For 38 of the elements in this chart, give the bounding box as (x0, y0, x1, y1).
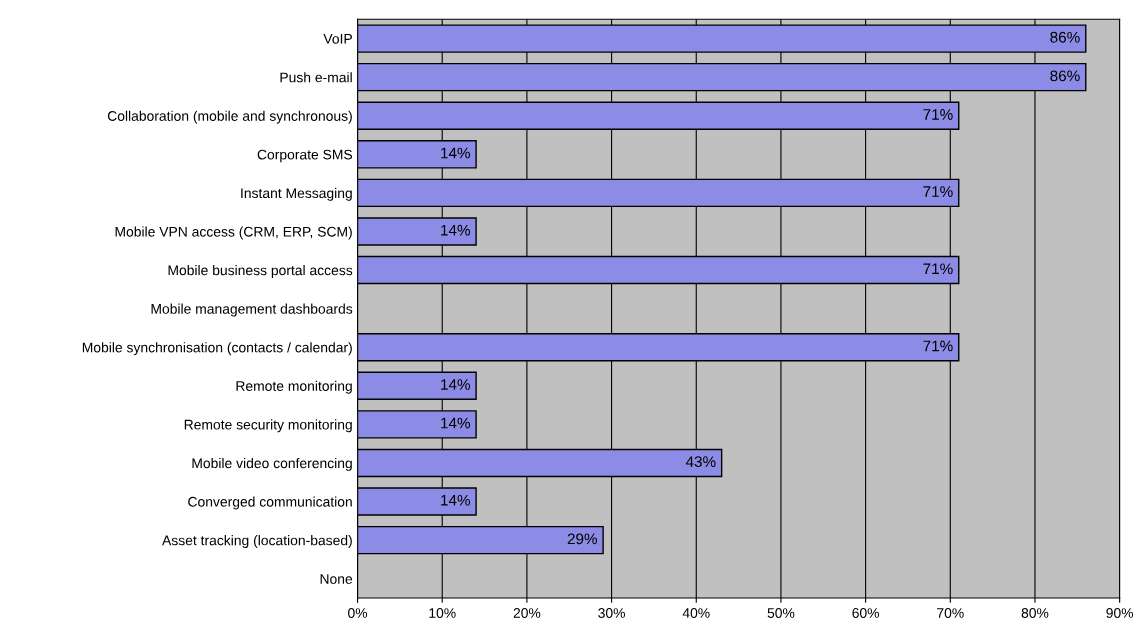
x-tick-label: 10% (429, 608, 456, 618)
y-tick-label: Mobile business portal access (168, 265, 353, 278)
data-label: 71% (923, 186, 953, 197)
y-tick-label: Push e-mail (280, 72, 352, 83)
y-tick-label: Mobile video conferencing (192, 457, 352, 471)
x-tick-label: 70% (937, 608, 964, 618)
y-tick-label: Asset tracking (location-based) (162, 535, 352, 549)
y-tick-label: Collaboration (mobile and synchronous) (107, 110, 352, 124)
y-tick-label: Instant Messaging (241, 187, 352, 201)
data-label: 14% (441, 224, 471, 236)
y-tick-label: Corporate SMS (257, 149, 353, 163)
data-label: 71% (923, 340, 953, 352)
x-tick-label: 30% (598, 608, 625, 618)
data-label: 71% (923, 263, 953, 275)
data-label: 43% (685, 456, 716, 468)
x-tick-label: 80% (1021, 608, 1049, 618)
y-tick-label: VoIP (323, 34, 352, 44)
x-tick-label: 0% (348, 608, 368, 618)
data-label: 86% (1050, 70, 1080, 82)
data-label: 71% (923, 109, 953, 120)
y-tick-label: Mobile synchronisation (contacts / calendar) (82, 342, 352, 356)
data-label: 14% (441, 494, 471, 506)
x-tick-label: 90% (1106, 608, 1134, 618)
data-label: 14% (441, 417, 471, 429)
data-label: 14% (441, 379, 471, 390)
y-tick-label: Converged communication (188, 496, 352, 510)
data-label: 86% (1050, 31, 1080, 43)
x-tick-label: 60% (852, 608, 880, 618)
y-tick-label: Remote security monitoring (184, 419, 352, 433)
data-label: 14% (441, 147, 471, 159)
y-tick-label: Remote monitoring (236, 380, 352, 394)
x-tick-label: 40% (682, 608, 710, 618)
y-tick-label: Mobile VPN access (CRM, ERP, SCM) (115, 226, 352, 240)
data-label: 29% (567, 533, 598, 545)
x-tick-label: 20% (513, 608, 541, 618)
y-tick-label: Mobile management dashboards (151, 303, 353, 317)
x-tick-label: 50% (767, 608, 795, 618)
y-tick-label: None (320, 574, 353, 584)
